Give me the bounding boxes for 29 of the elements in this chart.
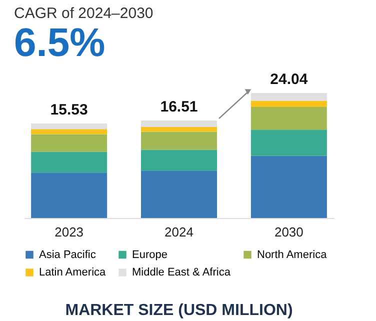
bar	[250, 107, 327, 130]
bar	[141, 127, 217, 132]
bar	[31, 124, 108, 130]
x-tick-label: 2030	[274, 224, 304, 240]
bar	[250, 93, 327, 101]
annotation: 15.53	[50, 102, 88, 118]
bar	[141, 170, 217, 218]
legend-label: North America	[257, 248, 328, 261]
bar	[141, 120, 217, 127]
legend-label: Latin America	[39, 266, 107, 278]
bar	[250, 100, 327, 107]
legend-label: Middle East & Africa	[132, 266, 232, 278]
bar	[250, 156, 327, 218]
annotation: 24.04	[270, 71, 308, 88]
x-tick-label: 2023	[54, 224, 84, 240]
bar	[31, 134, 108, 152]
chart-subtitle: 6.5%	[14, 21, 106, 65]
bar	[141, 150, 217, 171]
legend-label: Europe	[132, 248, 168, 261]
legend-label: Asia Pacific	[39, 248, 96, 261]
bar	[31, 129, 108, 134]
chart-title: CAGR of 2024–2030	[14, 5, 154, 22]
annotation: 16.51	[160, 98, 198, 116]
bar	[250, 130, 327, 156]
x-tick-label: 2024	[164, 224, 194, 240]
text: MARKET SIZE (USD MILLION)	[65, 302, 293, 319]
bar	[141, 132, 217, 150]
bar	[31, 172, 108, 218]
bar	[31, 152, 108, 173]
